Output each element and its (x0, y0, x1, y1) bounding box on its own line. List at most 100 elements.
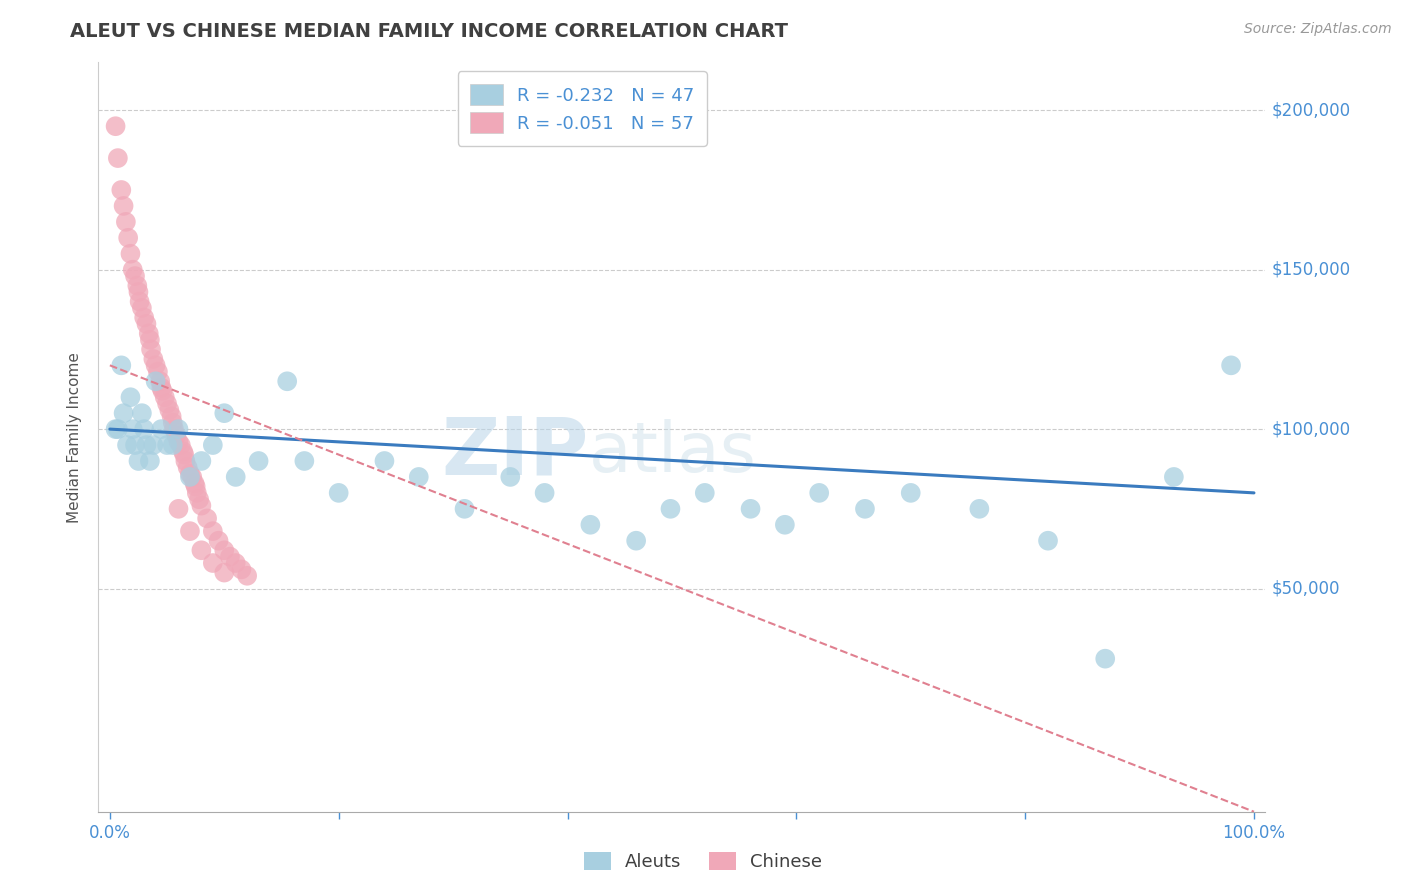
Point (773, 517, 796, 532)
Point (179, 524, 201, 538)
Point (145, 374, 167, 388)
Point (499, 470, 522, 484)
Text: $100,000: $100,000 (1271, 420, 1350, 438)
Point (165, 428, 187, 442)
Point (146, 365, 169, 379)
Point (1220, 359, 1243, 373)
Text: Source: ZipAtlas.com: Source: ZipAtlas.com (1244, 22, 1392, 37)
Text: ZIP: ZIP (441, 413, 589, 491)
Point (115, 215, 138, 229)
Point (176, 460, 198, 475)
Point (188, 492, 211, 507)
Point (659, 501, 682, 516)
Point (201, 556, 224, 570)
Point (134, 310, 156, 325)
Point (276, 374, 298, 388)
Point (214, 566, 236, 580)
Point (172, 444, 194, 458)
Text: atlas: atlas (589, 418, 756, 485)
Point (236, 568, 259, 582)
Point (225, 470, 247, 484)
Point (579, 517, 602, 532)
Point (138, 326, 160, 341)
Point (808, 486, 831, 500)
Point (1094, 651, 1116, 665)
Point (969, 501, 991, 516)
Point (124, 268, 146, 283)
Point (184, 479, 207, 493)
Point (128, 294, 150, 309)
Point (231, 562, 253, 576)
Point (104, 119, 127, 133)
Point (145, 359, 167, 373)
Point (195, 511, 218, 525)
Point (139, 343, 162, 357)
Point (533, 486, 555, 500)
Point (179, 470, 201, 484)
Point (214, 406, 236, 420)
Point (900, 486, 922, 500)
Point (214, 543, 236, 558)
Point (156, 438, 179, 452)
Point (160, 409, 183, 424)
Point (408, 470, 430, 484)
Point (142, 438, 165, 452)
Point (135, 317, 157, 331)
Point (173, 448, 195, 462)
Point (124, 438, 146, 452)
Point (150, 422, 173, 436)
Point (453, 501, 475, 516)
Point (135, 438, 157, 452)
Point (190, 543, 212, 558)
Point (170, 438, 193, 452)
Point (112, 199, 135, 213)
Legend: Aleuts, Chinese: Aleuts, Chinese (576, 845, 830, 879)
Point (107, 151, 129, 165)
Point (150, 381, 173, 395)
Text: $200,000: $200,000 (1271, 102, 1350, 120)
Point (156, 396, 179, 410)
Text: $150,000: $150,000 (1271, 260, 1350, 278)
Point (328, 486, 350, 500)
Point (292, 454, 315, 468)
Point (112, 406, 135, 420)
Point (142, 351, 165, 366)
Point (174, 454, 197, 468)
Point (201, 438, 224, 452)
Point (127, 278, 149, 293)
Point (115, 438, 138, 452)
Legend: R = -0.232   N = 47, R = -0.051   N = 57: R = -0.232 N = 47, R = -0.051 N = 57 (457, 71, 707, 145)
Point (225, 556, 247, 570)
Point (181, 470, 204, 484)
Point (167, 422, 190, 436)
Point (219, 549, 242, 564)
Point (853, 501, 876, 516)
Y-axis label: Median Family Income: Median Family Income (67, 351, 83, 523)
Point (624, 533, 647, 548)
Point (134, 422, 156, 436)
Point (157, 403, 180, 417)
Point (693, 486, 716, 500)
Point (153, 390, 176, 404)
Point (110, 359, 132, 373)
Point (247, 454, 270, 468)
Point (373, 454, 395, 468)
Point (104, 422, 127, 436)
Point (186, 486, 208, 500)
Point (190, 454, 212, 468)
Point (1163, 470, 1185, 484)
Text: ALEUT VS CHINESE MEDIAN FAMILY INCOME CORRELATION CHART: ALEUT VS CHINESE MEDIAN FAMILY INCOME CO… (70, 22, 789, 41)
Point (183, 476, 205, 491)
Point (167, 501, 190, 516)
Point (740, 501, 762, 516)
Point (149, 374, 172, 388)
Point (1036, 533, 1059, 548)
Point (207, 533, 229, 548)
Point (139, 333, 162, 347)
Point (110, 183, 132, 197)
Point (131, 406, 153, 420)
Point (152, 384, 174, 398)
Point (120, 390, 142, 404)
Point (167, 434, 190, 449)
Point (201, 524, 224, 538)
